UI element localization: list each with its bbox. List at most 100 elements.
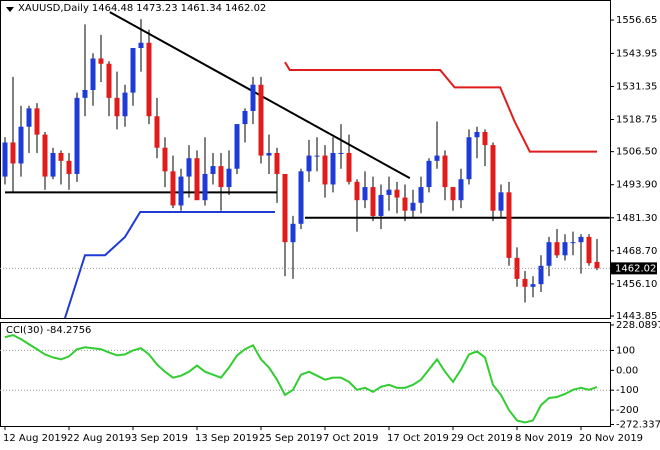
x-tick-label: 25 Sep 2019 (259, 433, 322, 444)
x-tick-label: 17 Oct 2019 (387, 433, 449, 444)
candle-body (194, 158, 200, 201)
candle-body (266, 152, 272, 156)
candle-body (594, 261, 600, 269)
candle-body (10, 142, 16, 164)
candle-body (130, 48, 136, 93)
candle-body (274, 152, 280, 174)
cci-line (4, 334, 598, 424)
candle-body (538, 265, 544, 285)
candle-body (218, 166, 224, 188)
x-tick-label: 29 Oct 2019 (451, 433, 513, 444)
y-tick-label: 1456.10 (616, 279, 657, 290)
candle-body (338, 152, 344, 154)
y2-tick-label: -200 (616, 405, 639, 416)
candle-body (298, 171, 304, 224)
x-tick-label: 12 Aug 2019 (3, 433, 67, 444)
cci-value: -84.2756 (46, 325, 92, 336)
candle-body (402, 197, 408, 211)
candle-body (250, 84, 256, 111)
cci-name: CCI(30) (6, 325, 44, 336)
trend-line (64, 211, 275, 319)
candle-body (530, 284, 536, 287)
candle-body (522, 278, 528, 287)
candle-body (178, 176, 184, 206)
candle-body (290, 223, 296, 243)
candle-body (354, 181, 360, 201)
candle-body (170, 171, 176, 206)
candle-body (322, 155, 328, 185)
candle-body (202, 173, 208, 201)
candle-body (498, 192, 504, 211)
candle-body (410, 202, 416, 211)
candle-body (570, 242, 576, 244)
trend-line (284, 61, 597, 153)
candle-body (466, 137, 472, 180)
candle-body (258, 84, 264, 156)
candle-body (106, 63, 112, 98)
candle-body (154, 116, 160, 148)
candle-body (138, 42, 144, 49)
cci-panel (0, 322, 611, 427)
y-tick-label: 1556.65 (616, 15, 657, 26)
y2-tick-label: 100 (616, 345, 635, 356)
close-value: 1462.02 (224, 3, 267, 14)
candle-body (234, 124, 240, 169)
candle-body (90, 58, 96, 90)
candle-body (554, 242, 560, 256)
candle-body (58, 152, 64, 161)
candle-body (146, 42, 152, 117)
candle-body (490, 145, 496, 211)
chart-header: XAUUSD,Daily 1464.48 1473.23 1461.34 1462.02 (18, 3, 269, 14)
high-value: 1473.23 (136, 3, 178, 14)
candle-body (122, 92, 128, 117)
candle-body (458, 179, 464, 201)
candle-body (426, 160, 432, 188)
candle-body (186, 158, 192, 177)
candle-body (114, 97, 120, 117)
candle-body (586, 236, 592, 264)
x-tick-label: 22 Aug 2019 (67, 433, 131, 444)
candle-body (362, 187, 368, 201)
candle-body (210, 166, 216, 174)
candle-body (474, 131, 480, 138)
candle-body (442, 155, 448, 188)
menu-arrow (6, 7, 14, 12)
candle-body (370, 187, 376, 216)
candle-body (482, 131, 488, 146)
y-tick-label: 1543.95 (616, 48, 657, 59)
candle-body (306, 155, 312, 172)
y2-tick-label: 0.00 (616, 365, 638, 376)
y-tick-label: 1493.90 (616, 180, 657, 191)
low-value: 1461.34 (180, 3, 222, 14)
candle-body (42, 134, 48, 177)
y-tick-label: 1481.30 (616, 213, 657, 224)
y-tick-label: 1468.70 (616, 246, 657, 257)
candle-body (450, 187, 456, 201)
candle-body (66, 160, 72, 174)
x-tick-label: 20 Nov 2019 (579, 433, 643, 444)
candle-body (314, 155, 320, 157)
candle-body (2, 142, 8, 177)
candle-body (226, 168, 232, 188)
candle-body (18, 126, 24, 164)
candle-body (434, 155, 440, 161)
candle-body (26, 108, 32, 127)
candle-body (282, 173, 288, 243)
y2-tick-label: 228.0897 (616, 320, 660, 331)
candle-body (506, 192, 512, 258)
x-tick-label: 8 Nov 2019 (515, 433, 573, 444)
y-tick-label: 1443.85 (616, 311, 657, 322)
candle-body (162, 147, 168, 172)
x-tick-label: 7 Oct 2019 (323, 433, 378, 444)
symbol: XAUUSD,Daily (18, 3, 89, 14)
candle-body (50, 152, 56, 177)
candle-body (34, 108, 40, 135)
open-value: 1464.48 (91, 3, 134, 14)
candle-body (346, 152, 352, 182)
candle-body (82, 89, 88, 98)
candle-body (378, 194, 384, 216)
y2-tick-label: -100 (616, 385, 639, 396)
current-price-label: 1462.02 (615, 263, 656, 274)
